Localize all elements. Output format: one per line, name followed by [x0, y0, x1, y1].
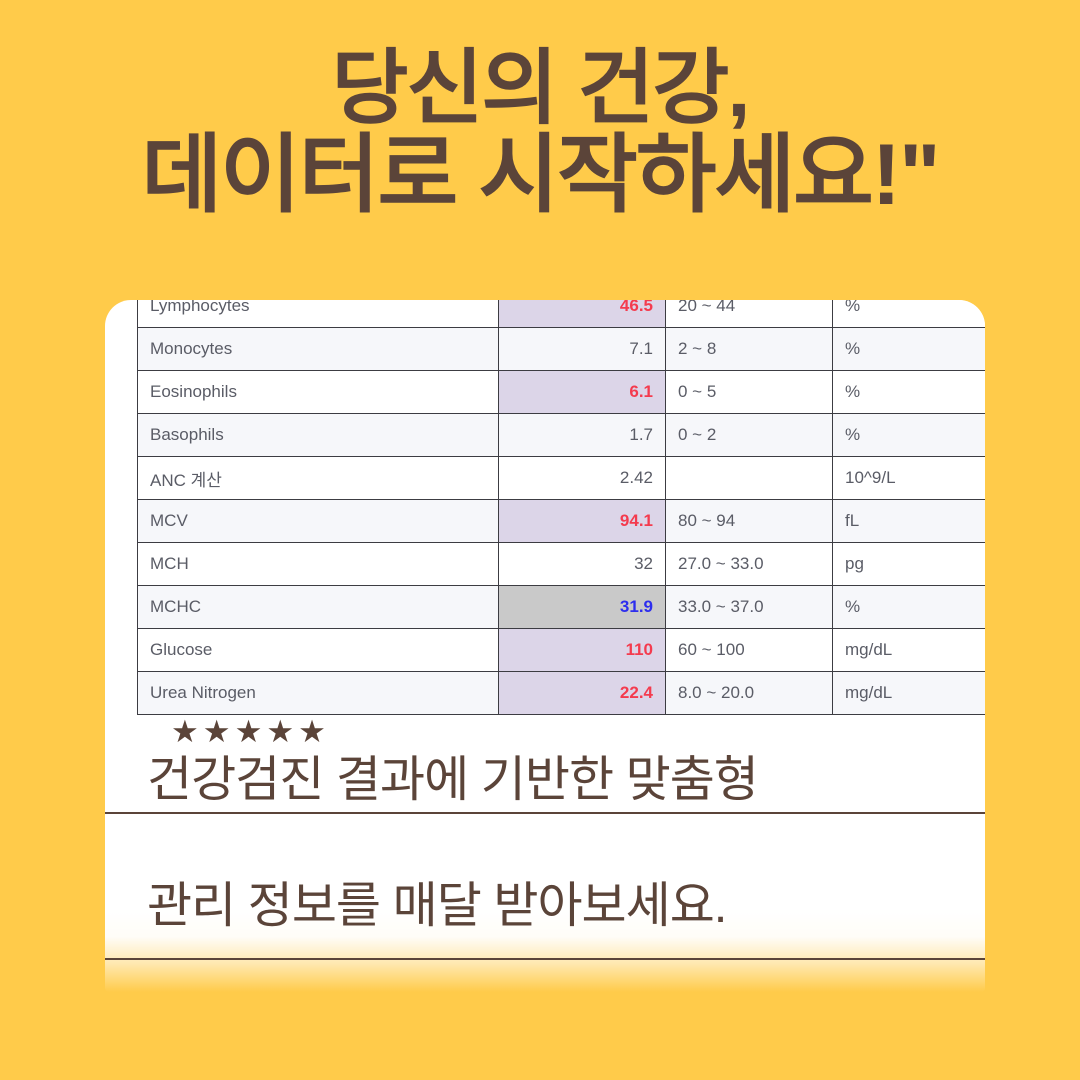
cell-test-name: Lymphocytes: [137, 300, 499, 328]
table-row: MCH 32 27.0 ~ 33.0 pg: [137, 542, 985, 586]
cell-value: 22.4: [498, 671, 666, 715]
cell-unit: 10^9/L: [832, 456, 985, 500]
cell-unit: mg/dL: [832, 628, 985, 672]
cell-test-name: MCH: [137, 542, 499, 586]
cell-reference-range: 2 ~ 8: [665, 327, 833, 371]
cell-unit: %: [832, 585, 985, 629]
lab-table-viewport: Lymphocytes 46.5 20 ~ 44% Monocytes 7.1 2 ~ 8…: [105, 300, 985, 715]
cell-value: 6.1: [498, 370, 666, 414]
cell-unit: %: [832, 300, 985, 328]
table-row: Urea Nitrogen 22.4 8.0 ~ 20.0 mg/dL: [137, 671, 985, 715]
cell-unit: %: [832, 370, 985, 414]
cell-reference-range: 80 ~ 94: [665, 499, 833, 543]
cell-value: 110: [498, 628, 666, 672]
cell-test-name: Basophils: [137, 413, 499, 457]
divider-1: [105, 812, 985, 814]
table-row: ANC 계산 2.42 10^9/L: [137, 456, 985, 500]
cell-test-name: MCV: [137, 499, 499, 543]
cell-reference-range: 0 ~ 5: [665, 370, 833, 414]
cell-reference-range: [665, 456, 833, 500]
table-row: Eosinophils 6.1 0 ~ 5%: [137, 370, 985, 414]
table-row: MCV 94.1 80 ~ 94 fL: [137, 499, 985, 543]
cell-value: 1.7: [498, 413, 666, 457]
cell-value: 32: [498, 542, 666, 586]
cell-unit: pg: [832, 542, 985, 586]
cell-value: 31.9: [498, 585, 666, 629]
cell-unit: mg/dL: [832, 671, 985, 715]
cell-value: 2.42: [498, 456, 666, 500]
star-rating: ★★★★★: [171, 714, 330, 749]
cell-test-name: Urea Nitrogen: [137, 671, 499, 715]
cell-value: 94.1: [498, 499, 666, 543]
cell-unit: fL: [832, 499, 985, 543]
table-row: Lymphocytes 46.5 20 ~ 44%: [137, 300, 985, 328]
table-row: Glucose 110 60 ~ 100 mg/dL: [137, 628, 985, 672]
table-row: Basophils 1.7 0 ~ 2%: [137, 413, 985, 457]
cell-test-name: Glucose: [137, 628, 499, 672]
cell-reference-range: 0 ~ 2: [665, 413, 833, 457]
cell-reference-range: 60 ~ 100: [665, 628, 833, 672]
cell-unit: %: [832, 327, 985, 371]
cell-reference-range: 33.0 ~ 37.0: [665, 585, 833, 629]
cell-reference-range: 27.0 ~ 33.0: [665, 542, 833, 586]
table-row: Monocytes 7.1 2 ~ 8%: [137, 327, 985, 371]
headline-line-2: 데이터로 시작하세요!": [141, 127, 940, 223]
page-headline: 당신의 건강, 데이터로 시작하세요!": [0, 43, 1080, 223]
cell-test-name: Eosinophils: [137, 370, 499, 414]
cell-test-name: Monocytes: [137, 327, 499, 371]
cell-test-name: MCHC: [137, 585, 499, 629]
divider-2: [105, 958, 985, 960]
lab-results-table: Lymphocytes 46.5 20 ~ 44% Monocytes 7.1 2 ~ 8…: [137, 300, 985, 715]
cell-test-name: ANC 계산: [137, 456, 499, 500]
cell-value: 46.5: [498, 300, 666, 328]
body-line-1: 건강검진 결과에 기반한 맞춤형: [147, 753, 759, 807]
table-row: MCHC 31.9 33.0 ~ 37.0%: [137, 585, 985, 629]
cell-value: 7.1: [498, 327, 666, 371]
content-card: Lymphocytes 46.5 20 ~ 44% Monocytes 7.1 2 ~ 8…: [105, 300, 985, 992]
cell-reference-range: 8.0 ~ 20.0: [665, 671, 833, 715]
cell-unit: %: [832, 413, 985, 457]
cell-reference-range: 20 ~ 44: [665, 300, 833, 328]
headline-line-1: 당신의 건강,: [331, 43, 751, 134]
body-line-2: 관리 정보를 매달 받아보세요.: [147, 879, 727, 933]
